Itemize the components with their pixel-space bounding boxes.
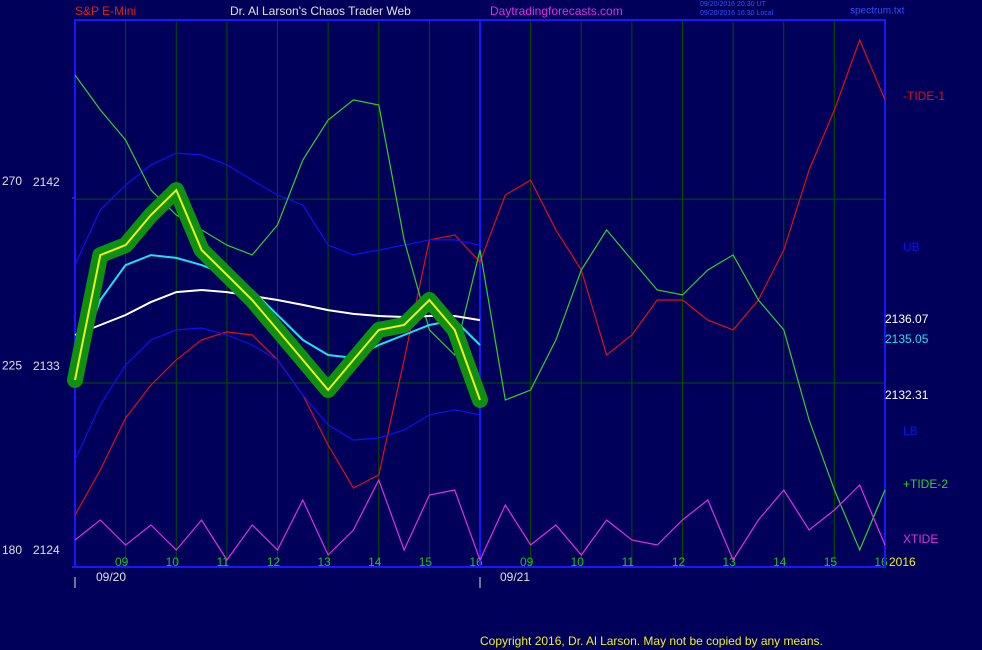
file-name: spectrum.txt xyxy=(850,6,905,17)
y2-tick-label: 270 xyxy=(2,174,22,188)
x-tick-label: 14 xyxy=(368,555,382,569)
x-tick-label: 15 xyxy=(419,555,433,569)
y2-tick-label: 180 xyxy=(2,543,22,557)
y2-tick-label: 225 xyxy=(2,359,22,373)
symbol: S&P E-Mini xyxy=(75,4,136,18)
date-label: 09/21 xyxy=(500,570,530,584)
x-tick-label: 09 xyxy=(520,555,534,569)
x-tick-label: 15 xyxy=(824,555,838,569)
series-label: LB xyxy=(903,424,918,438)
price-label: 2136.07 xyxy=(885,312,929,326)
y-tick-label: 2142 xyxy=(33,175,60,189)
series-line xyxy=(74,327,481,461)
x-tick-label: 09 xyxy=(115,555,129,569)
site: Daytradingforecasts.com xyxy=(490,4,623,18)
x-tick-label: 10 xyxy=(571,555,585,569)
series-line xyxy=(74,152,481,266)
chart-title: Dr. Al Larson's Chaos Trader Web xyxy=(230,4,411,18)
x-tick-label: 11 xyxy=(622,555,635,569)
plot-area: 09 10 11 12 13 14 15 16 09 10 11 12 13 14 15 1621242133… xyxy=(2,19,888,588)
series-label: UB xyxy=(903,240,920,254)
stamp: 09/20/2016 16:30 Local xyxy=(700,10,774,17)
series-line xyxy=(74,74,886,552)
series-label: +TIDE-2 xyxy=(903,477,948,491)
year-label: 2016 xyxy=(889,555,916,569)
y-tick-label: 2124 xyxy=(33,543,60,557)
series-line xyxy=(74,38,886,516)
x-tick-label: 13 xyxy=(317,555,331,569)
series-line xyxy=(74,478,886,562)
price-label: 2132.31 xyxy=(885,388,929,402)
stamp: 09/20/2016 20:30 UT xyxy=(700,1,766,8)
date-label: 09/20 xyxy=(96,570,126,584)
series-label: -TIDE-1 xyxy=(903,89,945,103)
series-label: XTIDE xyxy=(903,532,938,546)
x-tick-label: 14 xyxy=(773,555,787,569)
x-tick-label: 12 xyxy=(267,555,281,569)
price-label: 2135.05 xyxy=(885,332,929,346)
y-tick-label: 2133 xyxy=(33,359,60,373)
x-tick-label: 12 xyxy=(672,555,686,569)
series-line xyxy=(74,254,481,371)
copyright: Copyright 2016, Dr. Al Larson. May not b… xyxy=(480,634,823,648)
x-tick-label: 10 xyxy=(166,555,180,569)
series-line xyxy=(74,188,481,401)
